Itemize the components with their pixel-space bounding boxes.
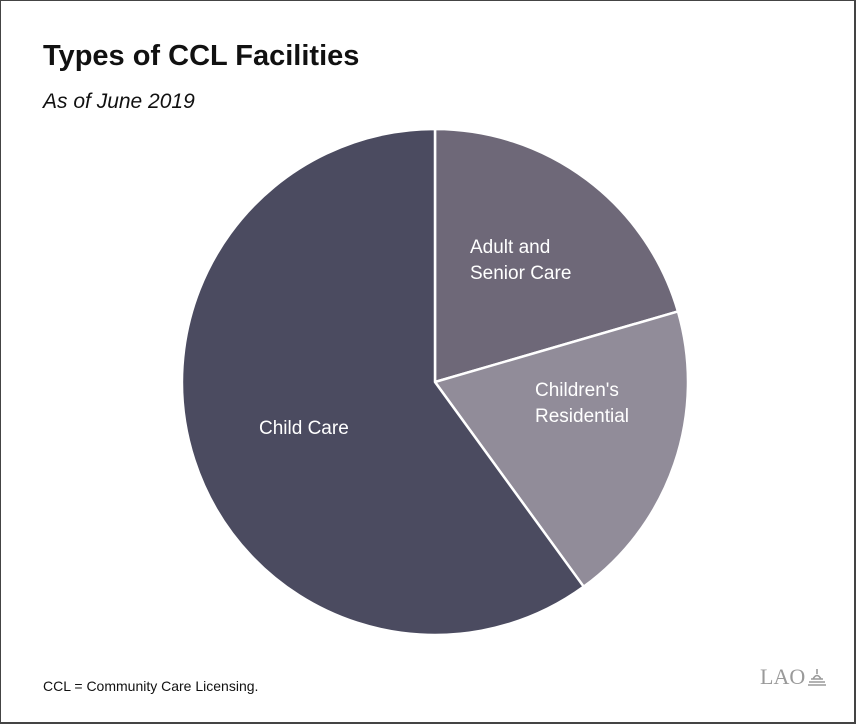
slice-label: Child Care (259, 418, 349, 439)
pie-labels: Adult and Senior Care Children's Residentia… (259, 237, 629, 439)
chart-title: Types of CCL Facilities (43, 40, 360, 72)
logo-text: LAO (760, 664, 806, 689)
footnote: CCL = Community Care Licensing. (43, 678, 259, 694)
pie-slices (180, 127, 690, 637)
slice-label: Adult and Senior Care (470, 237, 571, 284)
chart-subtitle: As of June 2019 (43, 90, 195, 113)
capitol-icon (808, 669, 827, 686)
pie-slice (433, 310, 690, 588)
pie-slice (180, 127, 585, 637)
lao-logo: LAO (760, 664, 828, 690)
pie-slice (433, 127, 680, 384)
slice-label: Children's Residential (535, 380, 629, 427)
